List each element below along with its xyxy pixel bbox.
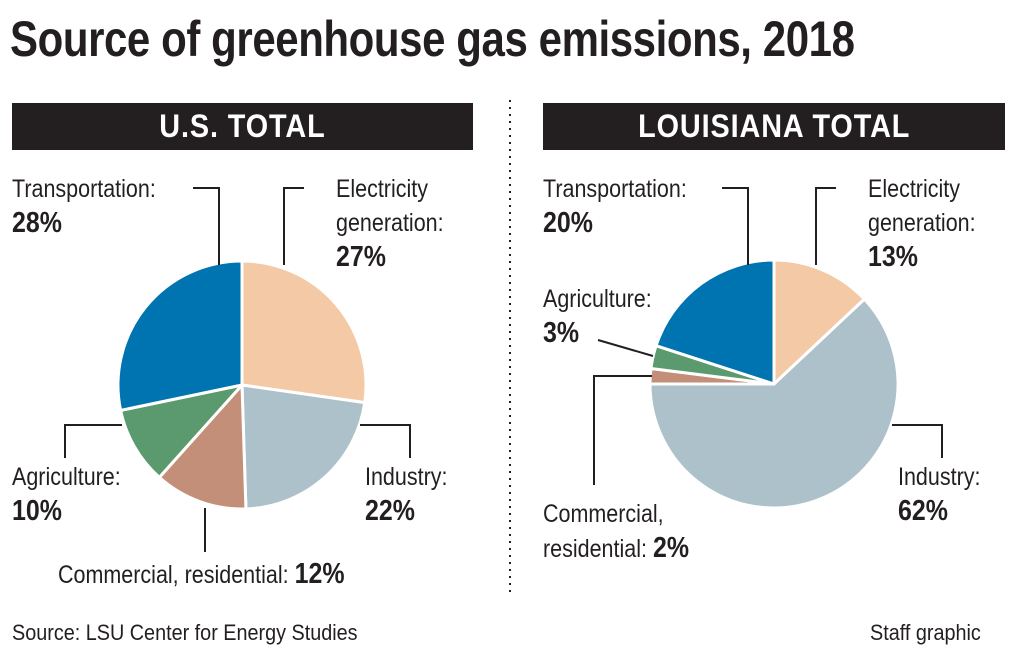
leader-lines [64,187,943,552]
leader-us-industry [360,424,411,458]
la-slice-industry [648,297,900,510]
us-label-agriculture: Agriculture: 10% [12,463,121,527]
leader-la-commercial [593,375,652,485]
la-header: LOUISIANA TOTAL [543,103,1005,150]
leader-us-transportation [193,187,220,265]
leader-us-agriculture [64,424,122,458]
us-slice-commercial [157,383,248,511]
la-label-electricity: Electricity generation: 13% [868,175,976,273]
us-label-commercial: Commercial, residential: 12% [58,558,345,590]
la-pie [648,258,900,510]
la-label-transportation: Transportation: 20% [543,175,687,239]
us-slice-transportation [116,259,244,412]
leader-us-electricity [283,187,304,265]
us-pie [116,259,368,511]
leader-la-electricity [815,187,836,265]
la-header-text: LOUISIANA TOTAL [637,108,911,144]
us-slice-agriculture [119,383,244,479]
source-note: Source: LSU Center for Energy Studies [12,620,358,645]
chart-title: Source of greenhouse gas emissions, 2018 [10,11,855,67]
leader-la-industry [892,424,943,458]
la-label-industry: Industry: 62% [898,463,981,527]
la-slice-electricity [772,258,866,386]
us-slice-industry [240,383,367,511]
credit-note: Staff graphic [870,620,981,645]
us-label-industry: Industry: 22% [365,463,448,527]
us-header-text: U.S. TOTAL [159,108,326,144]
us-label-transportation: Transportation: 28% [12,175,156,239]
la-slice-transportation [654,258,776,386]
us-header: U.S. TOTAL [12,103,473,150]
leader-la-agriculture [597,339,654,357]
la-label-agriculture: Agriculture: 3% [543,285,652,349]
us-label-electricity: Electricity generation: 27% [336,175,444,273]
leader-la-transportation [722,187,749,265]
us-slice-electricity [240,259,368,405]
la-label-commercial: Commercial, residential: 2% [543,500,690,564]
